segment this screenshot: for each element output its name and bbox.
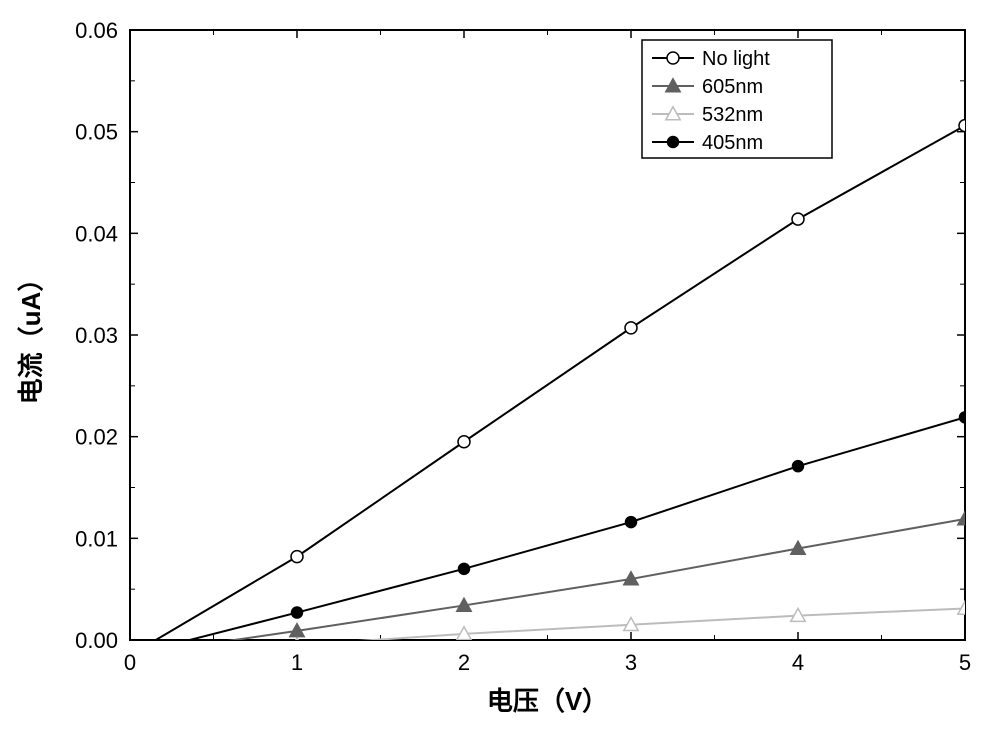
svg-text:405nm: 405nm: [702, 132, 763, 154]
svg-text:1: 1: [291, 650, 303, 675]
svg-text:5: 5: [959, 650, 971, 675]
svg-text:0.00: 0.00: [75, 628, 118, 653]
svg-text:No light: No light: [702, 48, 770, 70]
svg-text:4: 4: [792, 650, 804, 675]
svg-text:0.06: 0.06: [75, 18, 118, 43]
svg-text:0.01: 0.01: [75, 526, 118, 551]
svg-text:电流（uA）: 电流（uA）: [16, 266, 46, 405]
svg-text:605nm: 605nm: [702, 76, 763, 98]
chart-svg: 0 1 2 3 4 5 电压（V） 0.00 0.01 0.02 0.03 0.04 0.05 0.06 电…: [0, 0, 1000, 734]
svg-text:0.05: 0.05: [75, 120, 118, 145]
svg-text:2: 2: [458, 650, 470, 675]
svg-text:0.02: 0.02: [75, 425, 118, 450]
svg-text:0.04: 0.04: [75, 221, 118, 246]
svg-text:3: 3: [625, 650, 637, 675]
chart-container: 0 1 2 3 4 5 电压（V） 0.00 0.01 0.02 0.03 0.04 0.05 0.06 电…: [0, 0, 1000, 734]
svg-text:电压（V）: 电压（V）: [487, 686, 608, 716]
svg-text:0.03: 0.03: [75, 323, 118, 348]
svg-text:532nm: 532nm: [702, 104, 763, 126]
svg-text:0: 0: [124, 650, 136, 675]
